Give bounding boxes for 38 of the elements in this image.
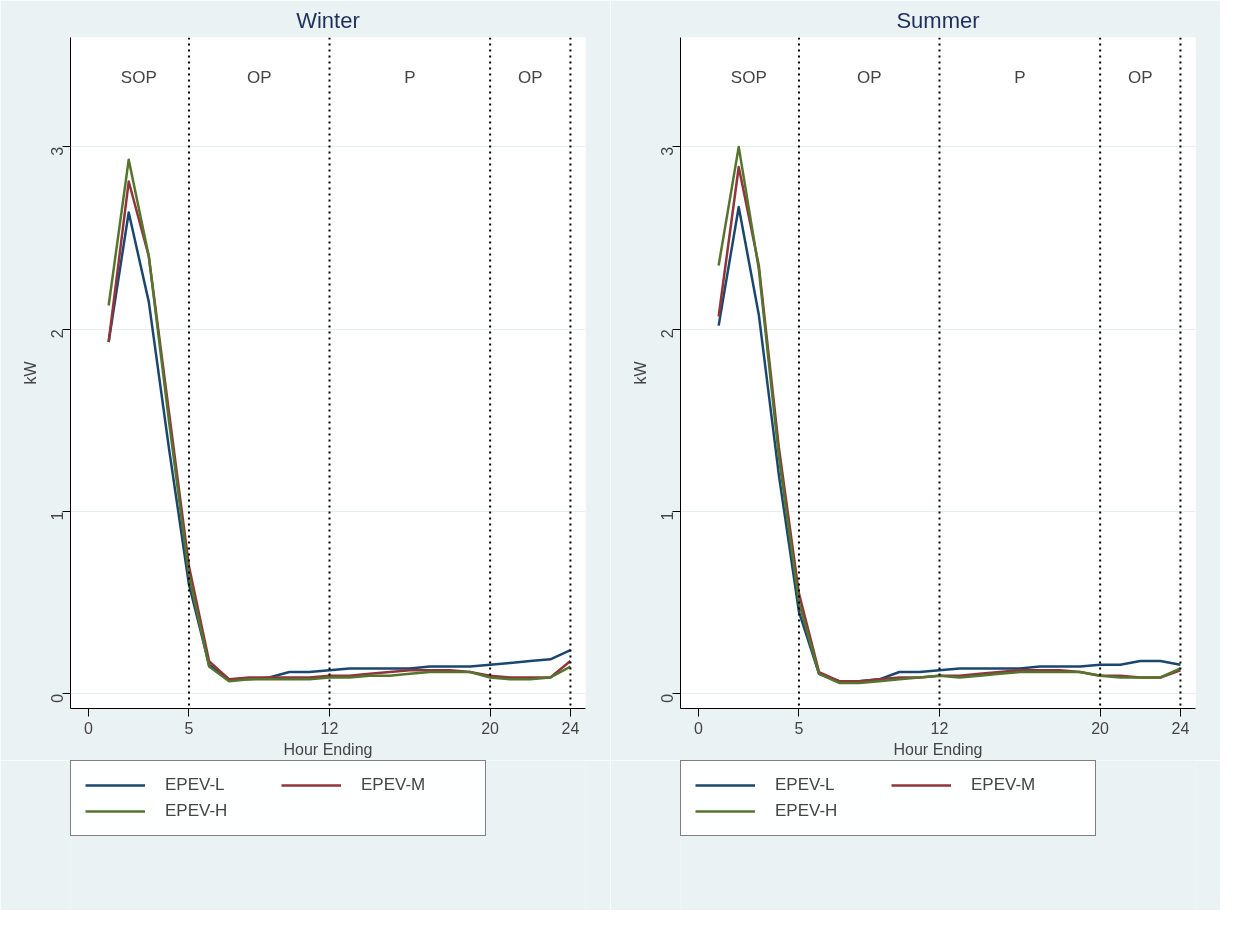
annotation: OP — [856, 68, 882, 88]
legend-label: EPEV-L — [775, 775, 836, 795]
x-tick-label: 12 — [320, 719, 339, 737]
y-tick-label: 0 — [659, 693, 677, 703]
y-axis-title: kW — [631, 360, 649, 385]
annotation: OP — [246, 68, 272, 88]
x-tick-label: 24 — [561, 719, 580, 737]
legend-label: EPEV-M — [971, 775, 1037, 795]
x-axis-title: Hour Ending — [283, 740, 373, 758]
y-axis-title: kW — [21, 360, 39, 385]
chart-title: Winter — [296, 7, 360, 33]
x-axis-title: Hour Ending — [893, 740, 983, 758]
y-tick-label: 3 — [659, 146, 677, 156]
annotation: OP — [518, 68, 543, 88]
x-tick-label: 5 — [794, 719, 804, 737]
x-tick-label: 5 — [184, 719, 194, 737]
annotation: SOP — [120, 68, 157, 88]
legend-label: EPEV-H — [165, 801, 229, 821]
x-tick-label: 0 — [84, 719, 94, 737]
y-tick-label: 3 — [49, 146, 67, 156]
x-tick-label: 0 — [694, 719, 704, 737]
annotation: P — [404, 68, 416, 88]
x-tick-label: 20 — [1091, 719, 1110, 737]
y-tick-label: 1 — [659, 511, 677, 521]
x-tick-label: 20 — [481, 719, 500, 737]
chart-title: Summer — [896, 7, 980, 33]
y-tick-label: 0 — [49, 693, 67, 703]
x-tick-label: 24 — [1171, 719, 1190, 737]
annotation: SOP — [730, 68, 767, 88]
y-tick-label: 1 — [49, 511, 67, 521]
annotation: P — [1014, 68, 1026, 88]
y-tick-label: 2 — [659, 329, 677, 339]
legend-label: EPEV-H — [775, 801, 839, 821]
x-tick-label: 12 — [930, 719, 949, 737]
legend-label: EPEV-L — [165, 775, 226, 795]
annotation: OP — [1128, 68, 1153, 88]
legend-label: EPEV-M — [361, 775, 427, 795]
y-tick-label: 2 — [49, 329, 67, 339]
